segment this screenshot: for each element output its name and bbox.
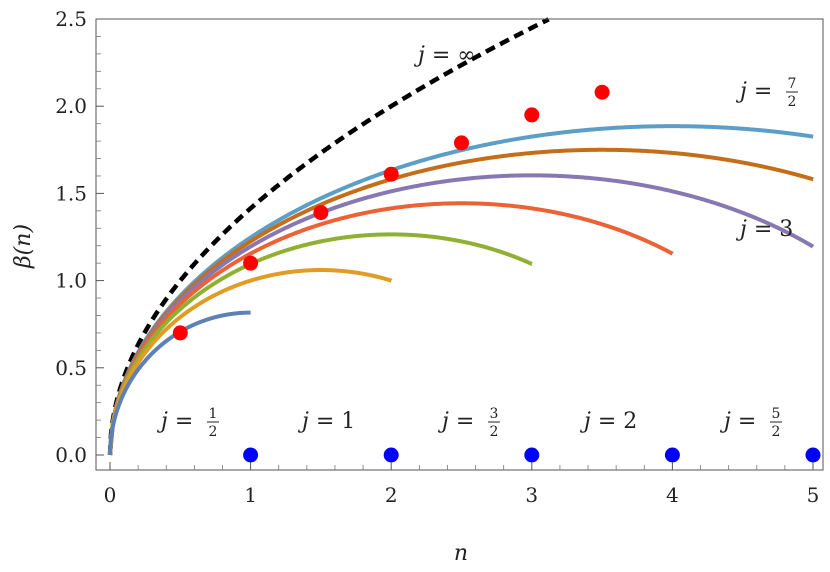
- max-point-j2: [383, 166, 399, 182]
- svg-text:2: 2: [209, 424, 218, 440]
- max-point-j3: [524, 107, 540, 123]
- series-line-j2_5: [108, 173, 815, 456]
- svg-text:j = 3: j = 3: [735, 217, 793, 242]
- limit-curve: [107, 17, 550, 456]
- x-tick-label: 0: [104, 483, 117, 507]
- svg-text:3: 3: [490, 406, 499, 422]
- curve-label-j3: j = 3: [735, 217, 793, 242]
- x-tick-label: 2: [385, 483, 398, 507]
- series-line-j3_5: [108, 124, 814, 456]
- svg-text:j =: j =: [719, 409, 756, 434]
- y-tick-label: 1.5: [55, 181, 87, 205]
- series-line-j1: [108, 268, 393, 456]
- svg-text:j = ∞: j = ∞: [413, 43, 476, 68]
- svg-text:j =: j =: [437, 409, 474, 434]
- y-tick-label: 0.0: [55, 443, 87, 467]
- svg-text:5: 5: [772, 406, 781, 422]
- y-tick-label: 0.5: [55, 356, 87, 380]
- end-point-j2_5: [805, 447, 821, 463]
- x-tick-label: 1: [244, 483, 257, 507]
- svg-text:j =: j =: [735, 79, 772, 104]
- curve-label-j2: j = 2: [579, 409, 637, 434]
- max-point-j1_5: [313, 205, 329, 221]
- end-point-j1_5: [524, 447, 540, 463]
- svg-text:j = 1: j = 1: [297, 409, 355, 434]
- curve-label-j-infinity: j = ∞: [413, 43, 476, 68]
- series-line-j3: [108, 147, 814, 456]
- svg-text:2: 2: [788, 94, 797, 110]
- end-point-j0_5: [243, 447, 259, 463]
- svg-text:j =: j =: [156, 409, 193, 434]
- y-tick-label: 2.0: [55, 94, 87, 118]
- x-axis-title: n: [454, 541, 468, 566]
- x-tick-label: 5: [807, 483, 820, 507]
- y-tick-label: 1.0: [55, 269, 87, 293]
- curve-label-j3_5: j = 7 2: [735, 76, 798, 110]
- max-point-j2_5: [454, 135, 469, 151]
- svg-text:1: 1: [209, 406, 218, 422]
- x-tick-label: 3: [525, 483, 538, 507]
- curve-label-j0_5: j = 1 2: [156, 406, 219, 440]
- curve-label-j1_5: j = 3 2: [437, 406, 500, 440]
- y-tick-label: 2.5: [55, 7, 87, 31]
- svg-text:2: 2: [490, 424, 499, 440]
- y-axis-title: β(n): [11, 224, 36, 269]
- curve-label-j2_5: j = 5 2: [719, 406, 782, 440]
- end-point-j1: [383, 447, 399, 463]
- x-tick-label: 4: [666, 483, 679, 507]
- ticks: 0 1 2 3 4 5 0.0 0.5 1.0 1.5 2.0 2.5: [55, 7, 819, 507]
- svg-text:7: 7: [788, 76, 797, 92]
- svg-text:2: 2: [772, 424, 781, 440]
- markers: [172, 84, 821, 463]
- svg-text:j = 2: j = 2: [579, 409, 637, 434]
- plot-frame: [95, 18, 824, 471]
- series-line-j1_5: [108, 232, 533, 456]
- max-point-j1: [243, 255, 259, 271]
- max-point-j3_5: [594, 84, 610, 100]
- max-point-j0_5: [172, 325, 188, 341]
- curves: [107, 17, 815, 456]
- series-line-j2: [108, 201, 674, 456]
- end-point-j2: [664, 447, 680, 463]
- curve-label-j1: j = 1: [297, 409, 355, 434]
- series-line-j0_5: [108, 310, 251, 456]
